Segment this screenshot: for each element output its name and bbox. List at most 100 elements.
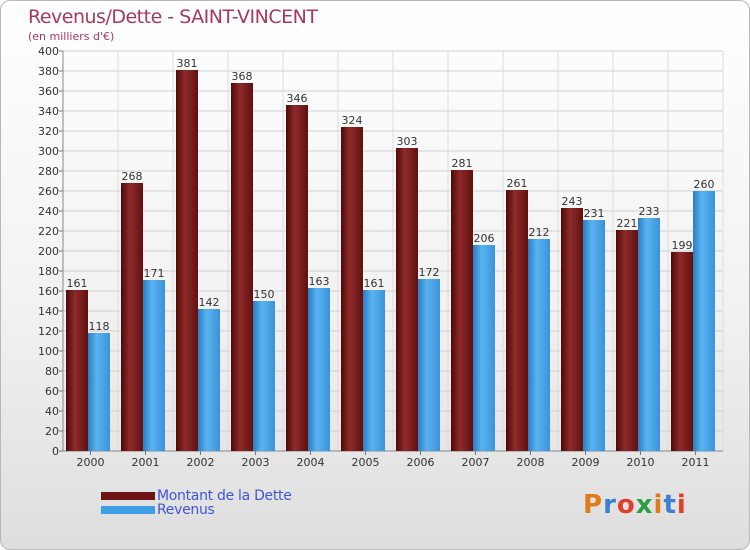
y-tick-label: 0 — [52, 445, 59, 458]
data-label-revenus: 142 — [199, 296, 220, 309]
x-tick-label: 2001 — [132, 456, 160, 469]
data-label-revenus: 233 — [639, 205, 660, 218]
y-tick-label: 400 — [38, 45, 59, 58]
legend-item-revenus: Revenus — [101, 502, 215, 518]
bar-dette — [616, 230, 638, 451]
y-tick-label: 220 — [38, 225, 59, 238]
legend-label-revenus: Revenus — [157, 502, 215, 518]
chart-title: Revenus/Dette - SAINT-VINCENT — [28, 6, 318, 28]
bar-revenus — [308, 288, 330, 451]
x-tick-label: 2010 — [627, 456, 655, 469]
legend-swatch-dette — [101, 492, 155, 500]
y-tick-label: 160 — [38, 285, 59, 298]
y-tick-label: 360 — [38, 85, 59, 98]
bar-revenus — [528, 239, 550, 451]
logo-letter: i — [653, 490, 664, 520]
bar-dette — [121, 183, 143, 451]
data-label-revenus: 231 — [584, 207, 605, 220]
x-tick-label: 2004 — [297, 456, 325, 469]
data-label-dette: 346 — [287, 92, 308, 105]
x-tick-label: 2005 — [352, 456, 380, 469]
x-tick-label: 2002 — [187, 456, 215, 469]
logo-letter: r — [603, 490, 617, 520]
bar-dette — [341, 127, 363, 451]
data-label-revenus: 118 — [89, 320, 110, 333]
data-label-revenus: 150 — [254, 288, 275, 301]
bar-dette — [231, 83, 253, 451]
x-tick-label: 2008 — [517, 456, 545, 469]
y-tick-label: 60 — [45, 385, 59, 398]
x-tick-label: 2011 — [682, 456, 710, 469]
y-tick-label: 240 — [38, 205, 59, 218]
bar-revenus — [638, 218, 660, 451]
data-label-dette: 243 — [562, 195, 583, 208]
bar-dette — [286, 105, 308, 451]
bar-revenus — [583, 220, 605, 451]
y-tick-label: 100 — [38, 345, 59, 358]
bar-revenus — [253, 301, 275, 451]
bar-dette — [671, 252, 693, 451]
bar-revenus — [693, 191, 715, 451]
data-label-revenus: 172 — [419, 266, 440, 279]
bar-revenus — [473, 245, 495, 451]
bar-dette — [176, 70, 198, 451]
y-tick-label: 300 — [38, 145, 59, 158]
data-label-dette: 281 — [452, 157, 473, 170]
y-tick-label: 180 — [38, 265, 59, 278]
data-label-revenus: 161 — [364, 277, 385, 290]
y-tick-label: 340 — [38, 105, 59, 118]
bar-dette — [451, 170, 473, 451]
proxiti-logo: Proxiti — [583, 490, 687, 520]
data-label-dette: 199 — [672, 239, 693, 252]
bar-revenus — [363, 290, 385, 451]
y-tick-label: 260 — [38, 185, 59, 198]
logo-letter: P — [583, 490, 604, 520]
data-label-dette: 303 — [397, 135, 418, 148]
data-label-dette: 261 — [507, 177, 528, 190]
data-label-dette: 268 — [122, 170, 143, 183]
legend-label-dette: Montant de la Dette — [157, 488, 292, 504]
bar-revenus — [88, 333, 110, 451]
logo-letter: o — [616, 490, 636, 520]
bar-dette — [66, 290, 88, 451]
bars-layer — [66, 70, 715, 451]
data-label-dette: 381 — [177, 57, 198, 70]
data-label-revenus: 163 — [309, 275, 330, 288]
logo-letter: i — [676, 490, 687, 520]
labels-layer: 0 20 40 60 80 100 120 140 160 180 200 220 240 260 280 3… — [38, 45, 715, 469]
x-tick-label: 2003 — [242, 456, 270, 469]
grid-layer — [59, 50, 724, 455]
y-tick-label: 280 — [38, 165, 59, 178]
bar-revenus — [418, 279, 440, 451]
data-label-revenus: 206 — [474, 232, 495, 245]
bar-dette — [396, 148, 418, 451]
logo-letter: x — [635, 490, 654, 520]
data-label-dette: 161 — [67, 277, 88, 290]
data-label-dette: 221 — [617, 217, 638, 230]
y-tick-label: 80 — [45, 365, 59, 378]
y-tick-label: 120 — [38, 325, 59, 338]
legend-swatch-revenus — [101, 506, 155, 514]
bar-revenus — [143, 280, 165, 451]
bar-dette — [561, 208, 583, 451]
x-tick-label: 2007 — [462, 456, 490, 469]
logo-letter: t — [663, 490, 677, 520]
y-tick-label: 380 — [38, 65, 59, 78]
x-tick-label: 2000 — [77, 456, 105, 469]
y-tick-label: 140 — [38, 305, 59, 318]
y-tick-label: 320 — [38, 125, 59, 138]
data-label-dette: 368 — [232, 70, 253, 83]
y-tick-label: 200 — [38, 245, 59, 258]
y-tick-label: 40 — [45, 405, 59, 418]
data-label-dette: 324 — [342, 114, 363, 127]
x-tick-label: 2006 — [407, 456, 435, 469]
data-label-revenus: 260 — [694, 178, 715, 191]
data-label-revenus: 212 — [529, 226, 550, 239]
data-label-revenus: 171 — [144, 267, 165, 280]
bar-dette — [506, 190, 528, 451]
chart-subtitle: (en milliers d'€) — [28, 30, 115, 43]
bar-revenus — [198, 309, 220, 451]
legend-item-dette: Montant de la Dette — [101, 488, 292, 504]
